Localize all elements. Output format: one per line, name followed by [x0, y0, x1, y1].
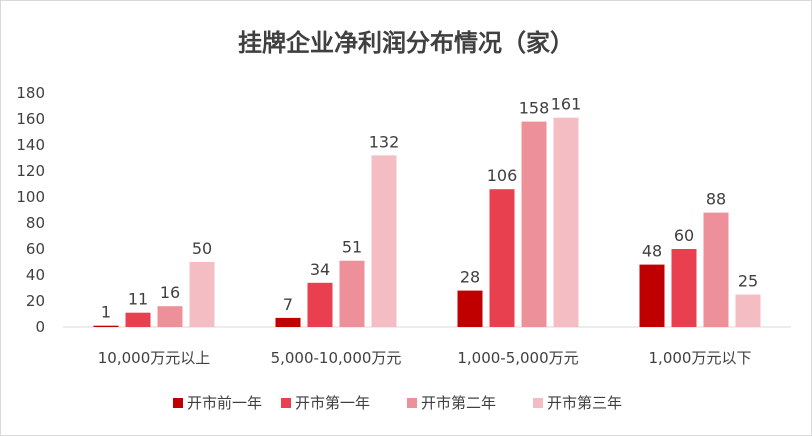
bar — [671, 249, 697, 327]
bar — [639, 264, 665, 327]
chart-title: 挂牌企业净利润分布情况（家） — [238, 29, 574, 57]
legend-swatch — [173, 398, 183, 408]
data-label: 158 — [519, 99, 550, 118]
data-label: 51 — [342, 238, 362, 257]
bar — [703, 212, 729, 327]
data-label: 34 — [310, 260, 330, 279]
y-tick-label: 0 — [35, 318, 45, 336]
data-label: 50 — [192, 239, 212, 258]
legend-label: 开市第二年 — [421, 394, 496, 412]
bar — [489, 189, 515, 327]
bar — [735, 294, 761, 327]
bar — [371, 155, 397, 327]
bar — [93, 325, 119, 327]
data-label: 7 — [283, 295, 293, 314]
y-tick-label: 160 — [16, 110, 45, 128]
bar — [275, 317, 301, 327]
legend-swatch — [407, 398, 417, 408]
legend-label: 开市第一年 — [295, 394, 370, 412]
bar — [457, 290, 483, 327]
y-tick-label: 20 — [26, 292, 45, 310]
bar — [307, 282, 333, 327]
data-label: 60 — [674, 226, 694, 245]
bar — [521, 121, 547, 327]
bar — [125, 312, 151, 327]
x-tick-label: 1,000-5,000万元 — [457, 349, 578, 367]
data-label: 11 — [128, 290, 148, 309]
data-label: 16 — [160, 283, 180, 302]
data-label: 28 — [460, 268, 480, 287]
data-label: 1 — [101, 303, 111, 322]
x-tick-label: 10,000万元以上 — [98, 349, 211, 367]
data-label: 106 — [487, 166, 518, 185]
data-label: 132 — [369, 132, 400, 151]
data-label: 88 — [706, 190, 726, 209]
y-tick-label: 40 — [26, 266, 45, 284]
legend-label: 开市第三年 — [547, 394, 622, 412]
y-tick-label: 180 — [16, 84, 45, 102]
x-tick-label: 1,000万元以下 — [649, 349, 752, 367]
y-tick-label: 60 — [26, 240, 45, 258]
y-tick-label: 80 — [26, 214, 45, 232]
bar — [189, 262, 215, 327]
data-label: 161 — [551, 95, 582, 114]
data-label: 25 — [738, 272, 758, 291]
bar — [157, 306, 183, 327]
x-tick-label: 5,000-10,000万元 — [271, 349, 402, 367]
y-tick-label: 140 — [16, 136, 45, 154]
legend-swatch — [281, 398, 291, 408]
legend-label: 开市前一年 — [187, 394, 262, 412]
y-tick-label: 100 — [16, 188, 45, 206]
bar — [553, 117, 579, 327]
y-tick-label: 120 — [16, 162, 45, 180]
legend-swatch — [533, 398, 543, 408]
bar — [339, 260, 365, 327]
data-label: 48 — [642, 242, 662, 261]
